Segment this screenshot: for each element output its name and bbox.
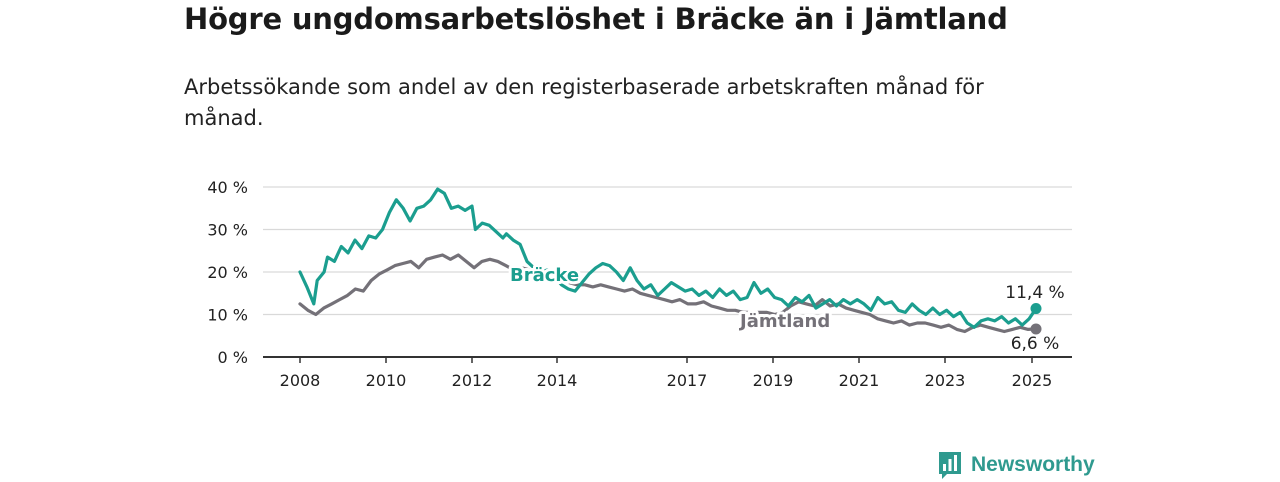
y-tick-label: 10 %: [207, 306, 248, 325]
end-point-jamtland: [1030, 323, 1042, 335]
newsworthy-brand[interactable]: Newsworthy: [937, 448, 1095, 482]
x-axis-ticks: 2008 2010 2012 2014 2017 2019 2021 2023 2025: [280, 357, 1053, 390]
x-tick-label: 2021: [839, 371, 880, 390]
x-tick-label: 2017: [667, 371, 708, 390]
y-tick-label: 40 %: [207, 178, 248, 197]
series-label-jamtland-text: Jämtland: [738, 311, 830, 332]
series-label-jamtland-halo: Jämtland: [738, 311, 830, 332]
chart-title: Högre ungdomsarbetslöshet i Bräcke än i …: [184, 2, 1008, 36]
grid-lines: [263, 186, 1072, 358]
end-label-jamtland: 6,6 %: [1011, 334, 1060, 354]
y-tick-label: 0 %: [218, 348, 248, 367]
end-label-bracke: 11,4 %: [1005, 283, 1064, 303]
x-tick-label: 2023: [925, 371, 966, 390]
series-line-bracke: [298, 187, 1038, 329]
x-tick-label: 2025: [1012, 371, 1053, 390]
y-axis-ticks: 0 % 10 % 20 % 30 % 40 %: [207, 178, 248, 367]
series-label-bracke-halo: Bräcke: [510, 265, 579, 286]
y-tick-label: 20 %: [207, 263, 248, 282]
brand-name: Newsworthy: [971, 453, 1095, 476]
bar-chart-logo-icon: [939, 452, 961, 479]
series-line-jamtland: [298, 253, 1038, 334]
x-tick-label: 2014: [537, 371, 578, 390]
line-chart: 0 % 10 % 20 % 30 % 40 % 2008 2010 2012 2014 2017…: [207, 178, 1072, 390]
x-tick-label: 2010: [366, 371, 407, 390]
end-point-bracke: [1030, 303, 1042, 315]
series-lines: [298, 187, 1042, 335]
x-tick-label: 2019: [753, 371, 794, 390]
series-label-bracke-text: Bräcke: [510, 265, 579, 286]
chart-subtitle: Arbetssökande som andel av den registerb…: [184, 75, 984, 130]
x-tick-label: 2008: [280, 371, 321, 390]
y-tick-label: 30 %: [207, 221, 248, 240]
x-tick-label: 2012: [452, 371, 493, 390]
